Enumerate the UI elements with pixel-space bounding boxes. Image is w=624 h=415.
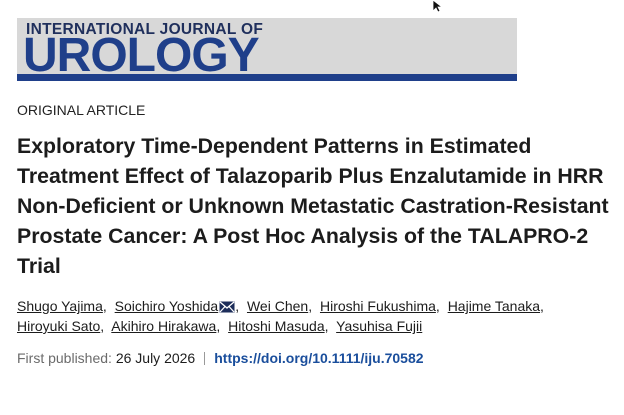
banner-bar <box>17 74 517 81</box>
author: Wei Chen <box>247 298 316 314</box>
article-title: Exploratory Time-Dependent Patterns in E… <box>17 134 609 278</box>
publication-info: First published: 26 July 2026 https://doi… <box>17 350 424 366</box>
author: Soichiro Yoshida <box>115 298 243 314</box>
author: Hitoshi Masuda <box>228 318 332 334</box>
author-link[interactable]: Akihiro Hirakawa <box>111 318 217 334</box>
author: Akihiro Hirakawa <box>111 318 224 334</box>
published-label: First published: <box>17 350 112 366</box>
author-link[interactable]: Wei Chen <box>246 298 309 314</box>
published-date: 26 July 2026 <box>115 350 196 366</box>
author-link[interactable]: Yasuhisa Fujii <box>336 318 423 334</box>
article-type: ORIGINAL ARTICLE <box>17 102 146 118</box>
separator <box>204 352 206 365</box>
author: Shugo Yajima <box>17 298 111 314</box>
author: Yasuhisa Fujii <box>336 318 422 334</box>
journal-line2: UROLOGY <box>23 29 260 82</box>
author: Hajime Tanaka <box>448 298 548 314</box>
author: Hiroyuki Sato <box>17 318 108 334</box>
email-icon[interactable] <box>219 301 235 313</box>
author: Hiroshi Fukushima <box>320 298 444 314</box>
journal-line1: INTERNATIONAL JOURNAL OF <box>26 21 264 38</box>
author-link[interactable]: Hiroyuki Sato <box>17 318 101 334</box>
author-link[interactable]: Soichiro Yoshida <box>114 298 219 314</box>
journal-banner[interactable]: INTERNATIONAL JOURNAL OF UROLOGY <box>17 18 517 81</box>
author-link[interactable]: Shugo Yajima <box>17 298 103 314</box>
author-list: Shugo Yajima Soichiro Yoshida Wei Chen H… <box>17 296 577 336</box>
author-link[interactable]: Hitoshi Masuda <box>228 318 325 334</box>
doi-link[interactable]: https://doi.org/10.1111/iju.70582 <box>214 350 424 366</box>
author-link[interactable]: Hiroshi Fukushima <box>319 298 436 314</box>
mouse-cursor <box>432 0 444 13</box>
author-link[interactable]: Hajime Tanaka <box>447 298 541 314</box>
